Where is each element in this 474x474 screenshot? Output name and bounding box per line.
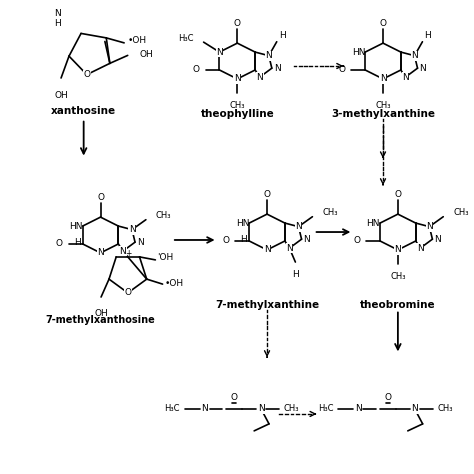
Text: H₃C: H₃C xyxy=(318,404,333,413)
Text: N: N xyxy=(411,404,418,413)
Text: xanthosine: xanthosine xyxy=(51,106,116,116)
Text: N: N xyxy=(216,47,223,56)
Text: CH₃: CH₃ xyxy=(322,208,338,217)
Text: CH₃: CH₃ xyxy=(390,272,406,281)
Text: HN: HN xyxy=(352,47,365,56)
Text: •OH: •OH xyxy=(128,36,147,46)
Text: H: H xyxy=(424,31,431,40)
Text: N: N xyxy=(426,222,433,231)
Text: O: O xyxy=(83,70,91,79)
Text: O: O xyxy=(192,65,200,74)
Text: N: N xyxy=(434,235,441,244)
Text: H: H xyxy=(55,19,61,28)
Text: N: N xyxy=(265,51,272,60)
Text: O: O xyxy=(222,237,229,246)
Text: N: N xyxy=(137,237,144,246)
Text: theophylline: theophylline xyxy=(201,109,274,119)
Text: 7-methylxanthine: 7-methylxanthine xyxy=(215,300,319,310)
Text: N: N xyxy=(55,9,61,18)
Text: CH₃: CH₃ xyxy=(375,101,391,110)
Text: HN: HN xyxy=(236,219,249,228)
Text: CH₃: CH₃ xyxy=(438,404,453,413)
Text: N: N xyxy=(201,404,208,413)
Text: 'OH: 'OH xyxy=(157,254,173,263)
Text: N: N xyxy=(128,225,136,234)
Text: N: N xyxy=(256,73,263,82)
Text: OH: OH xyxy=(94,309,108,318)
Text: OH: OH xyxy=(140,50,154,59)
Text: theobromine: theobromine xyxy=(360,300,436,310)
Text: O: O xyxy=(380,19,386,28)
Text: O: O xyxy=(234,19,241,28)
Text: H₃C: H₃C xyxy=(178,34,194,43)
Text: O: O xyxy=(97,193,104,202)
Text: N: N xyxy=(419,64,426,73)
Text: O: O xyxy=(338,65,346,74)
Text: CH₃: CH₃ xyxy=(284,404,300,413)
Text: N: N xyxy=(295,222,302,231)
Text: N: N xyxy=(234,74,241,83)
Text: O: O xyxy=(384,392,392,401)
Text: •OH: •OH xyxy=(164,279,184,288)
Text: H: H xyxy=(74,238,81,247)
Text: HN: HN xyxy=(69,221,82,230)
Text: N: N xyxy=(394,246,401,255)
Text: 3-methylxanthine: 3-methylxanthine xyxy=(331,109,435,119)
Text: CH₃: CH₃ xyxy=(229,101,245,110)
Text: N: N xyxy=(274,64,281,73)
Text: N: N xyxy=(286,244,293,253)
Text: N: N xyxy=(97,248,104,257)
Text: H: H xyxy=(292,270,299,279)
Text: N: N xyxy=(402,73,409,82)
Text: 7-methylxanthosine: 7-methylxanthosine xyxy=(46,315,155,325)
Text: O: O xyxy=(56,239,63,248)
Text: O: O xyxy=(394,190,401,199)
Text: H: H xyxy=(279,31,285,40)
Text: +: + xyxy=(125,248,131,257)
Text: N: N xyxy=(119,246,126,255)
Text: CH₃: CH₃ xyxy=(156,211,171,220)
Text: CH₃: CH₃ xyxy=(453,208,469,217)
Text: OH: OH xyxy=(54,91,68,100)
Text: N: N xyxy=(411,51,418,60)
Text: N: N xyxy=(264,246,271,255)
Text: N: N xyxy=(258,404,264,413)
Text: N: N xyxy=(303,235,310,244)
Text: H₃C: H₃C xyxy=(164,404,180,413)
Text: N: N xyxy=(417,244,424,253)
Text: N: N xyxy=(380,74,386,83)
Text: O: O xyxy=(231,392,238,401)
Text: HN: HN xyxy=(366,219,380,228)
Text: N: N xyxy=(355,404,362,413)
Text: O: O xyxy=(353,237,360,246)
Text: H: H xyxy=(240,235,247,244)
Text: O: O xyxy=(264,190,271,199)
Text: O: O xyxy=(124,288,131,297)
